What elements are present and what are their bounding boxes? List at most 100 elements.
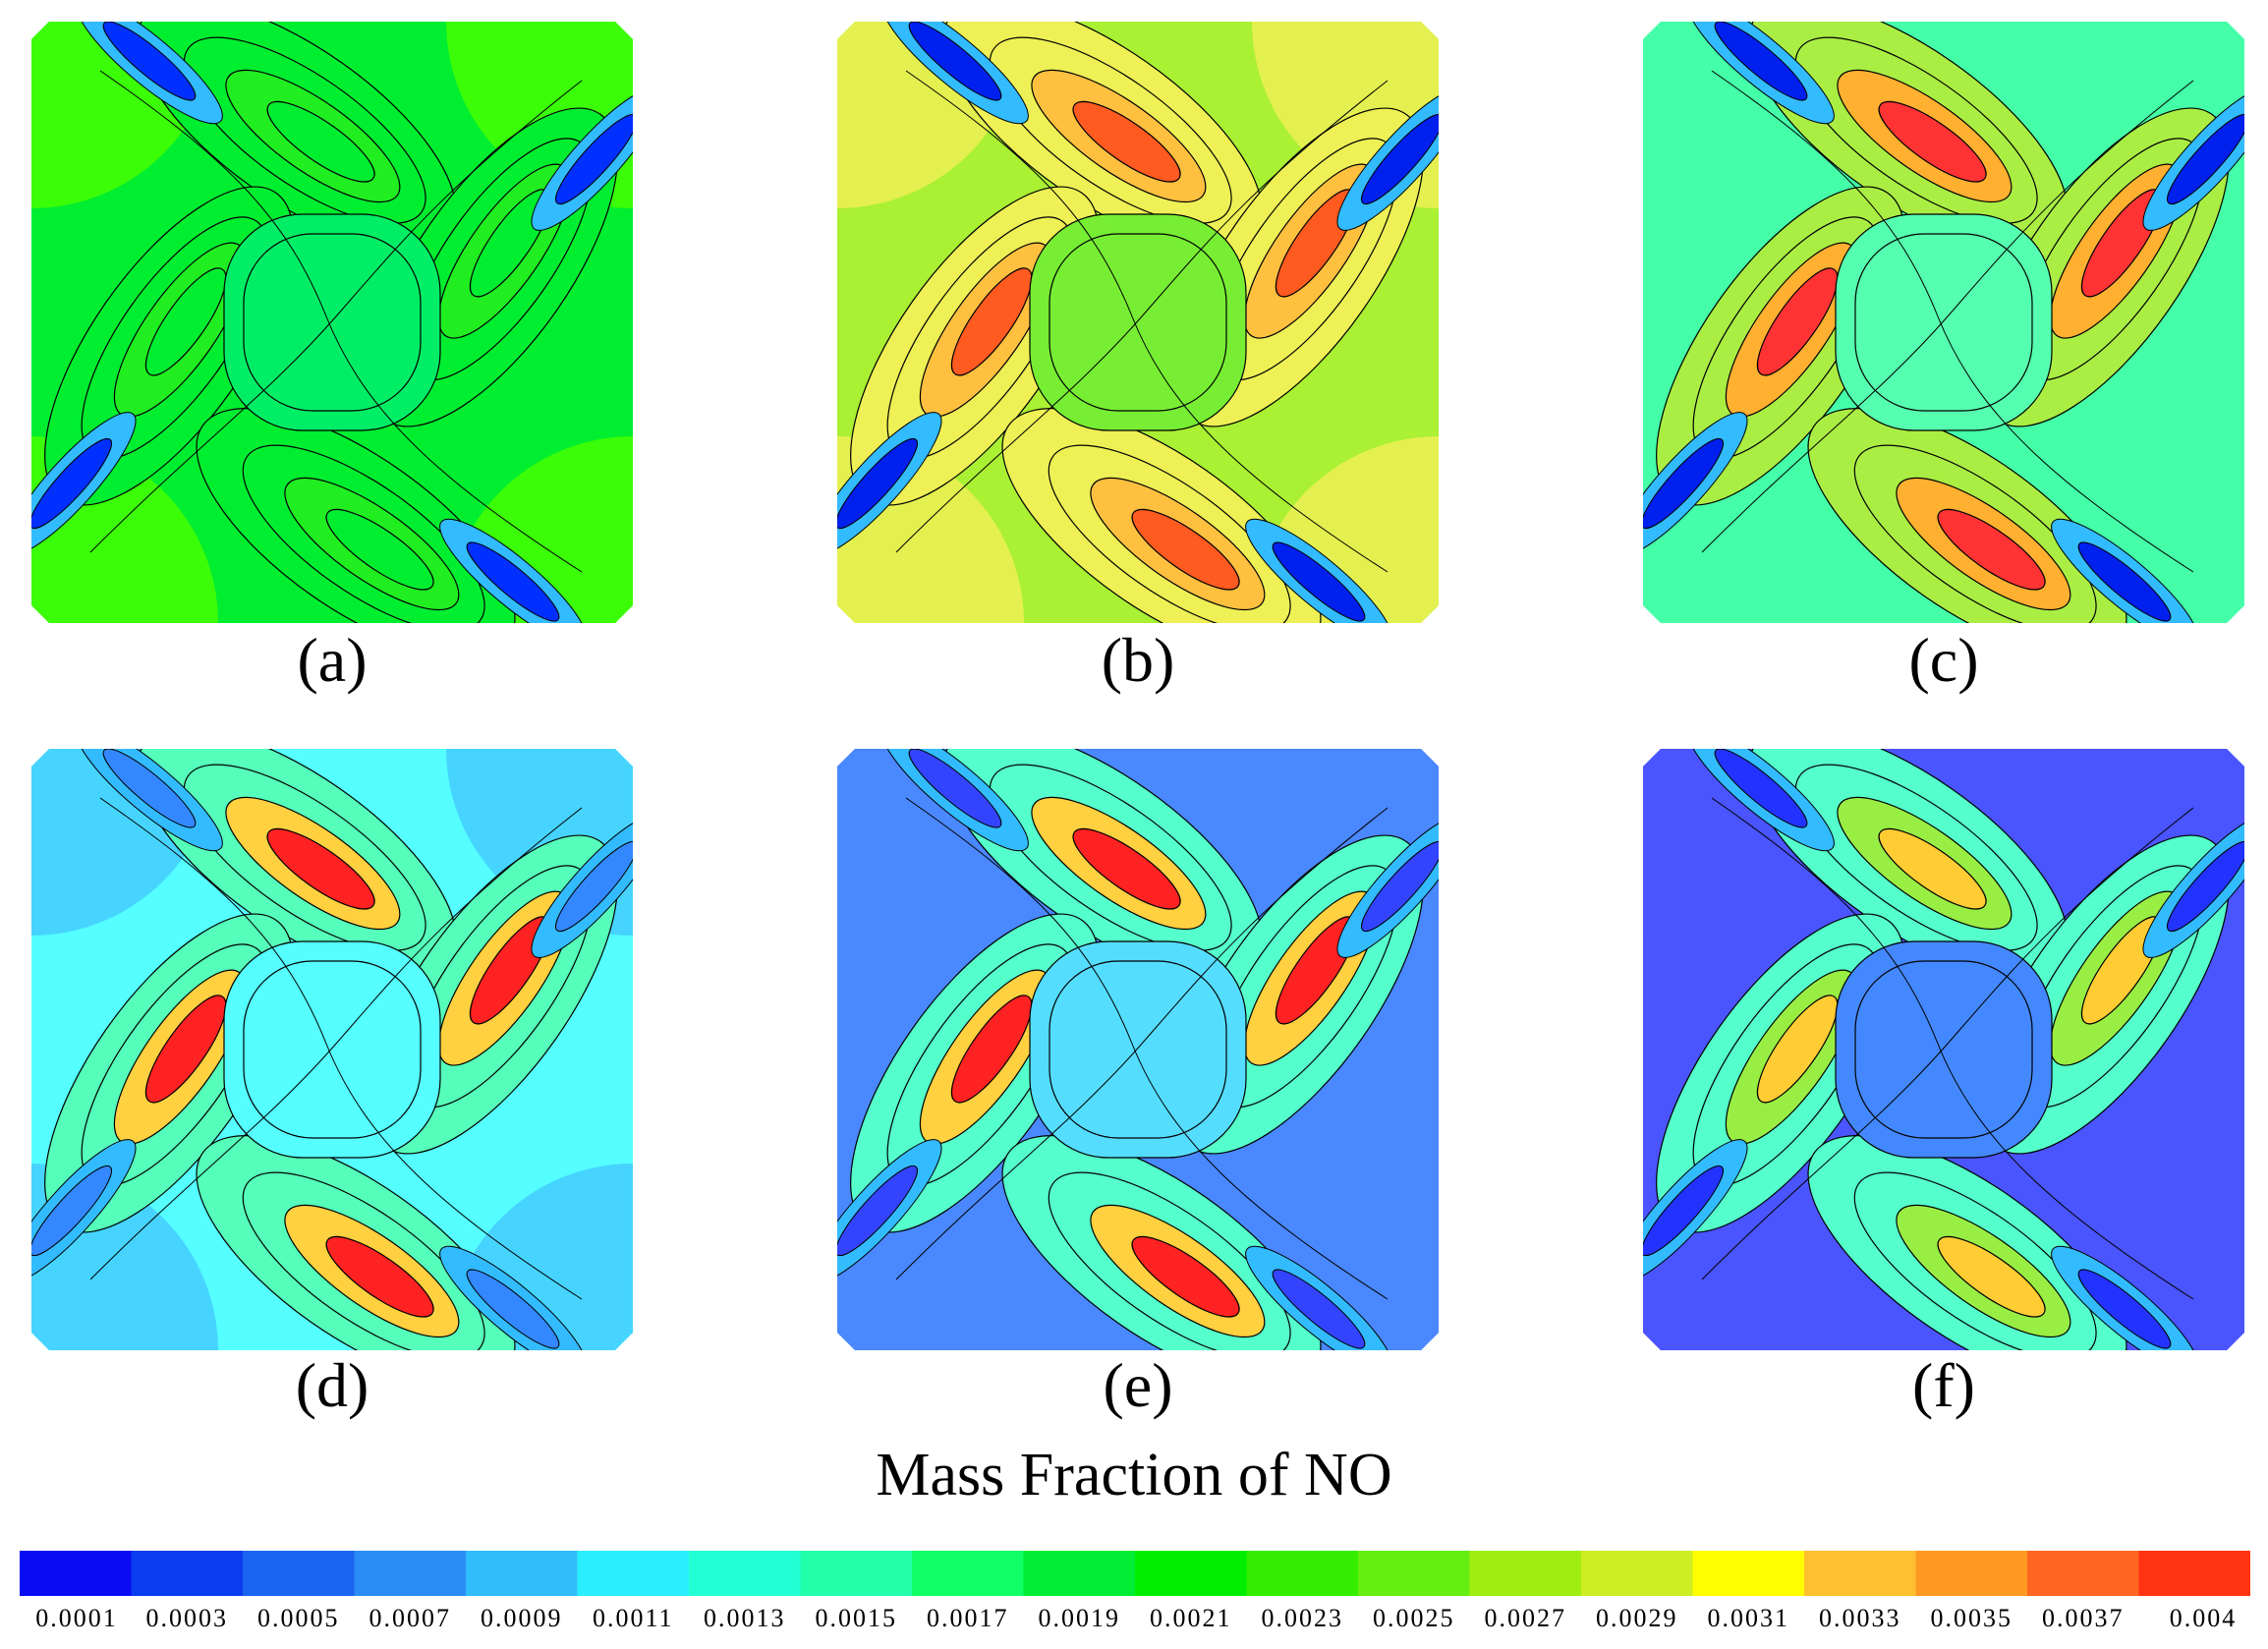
inlet-jet bbox=[439, 1245, 587, 1350]
corner-region bbox=[446, 1164, 633, 1350]
colorbar-tick-label: 0.0013 bbox=[704, 1604, 786, 1632]
inlet-jet bbox=[881, 22, 1029, 125]
colorbar-swatch bbox=[1358, 1551, 1470, 1596]
colorbar-tick-label: 0.0029 bbox=[1596, 1604, 1678, 1632]
inlet-jet bbox=[2051, 518, 2198, 623]
inlet-jet bbox=[2051, 1245, 2198, 1350]
contour-panel-c: (c) bbox=[1643, 22, 2244, 692]
colorbar-swatch bbox=[20, 1551, 132, 1596]
panel-label: (b) bbox=[1101, 625, 1175, 695]
colorbar-swatch bbox=[1692, 1551, 1805, 1596]
corner-region bbox=[31, 1164, 218, 1350]
contour-panel-d: (d) bbox=[31, 749, 633, 1417]
corner-region bbox=[1643, 1164, 1830, 1350]
contour-panel-a: (a) bbox=[31, 22, 633, 692]
colorbar-swatch bbox=[131, 1551, 244, 1596]
colorbar bbox=[20, 1551, 2250, 1596]
corner-region bbox=[1252, 1164, 1439, 1350]
inlet-jet bbox=[2142, 87, 2244, 231]
contour-plot bbox=[1643, 22, 2244, 623]
corner-region bbox=[837, 1164, 1024, 1350]
colorbar-tick-label: 0.0011 bbox=[592, 1604, 674, 1632]
colorbar-tick-label: 0.0003 bbox=[145, 1604, 228, 1632]
colorbar-tick-label: 0.0021 bbox=[1150, 1604, 1232, 1632]
inlet-jet bbox=[531, 87, 633, 231]
colorbar-tick-label: 0.0001 bbox=[35, 1604, 118, 1632]
corner-region bbox=[2058, 436, 2244, 623]
panel-label: (e) bbox=[1103, 1350, 1173, 1420]
contour-panel-b: (b) bbox=[837, 22, 1439, 692]
contour-plot bbox=[31, 749, 633, 1350]
diagonal-lobe bbox=[137, 22, 457, 250]
colorbar-tick-label: 0.0037 bbox=[2042, 1604, 2125, 1632]
colorbar-swatch bbox=[2138, 1551, 2250, 1596]
corner-region bbox=[1643, 436, 1830, 623]
contour-plot bbox=[31, 22, 633, 623]
inlet-jet bbox=[1687, 22, 1835, 125]
colorbar-tick-label: 0.0009 bbox=[481, 1604, 563, 1632]
colorbar-swatch bbox=[1915, 1551, 2028, 1596]
colorbar-tick-label: 0.0031 bbox=[1707, 1604, 1789, 1632]
inlet-jet bbox=[1245, 518, 1392, 623]
corner-region bbox=[837, 749, 1024, 936]
panel-label: (f) bbox=[1912, 1350, 1975, 1420]
colorbar-tick-label: 0.0033 bbox=[1819, 1604, 1901, 1632]
diagonal-lobe bbox=[1807, 408, 2127, 623]
colorbar-tick-label: 0.0005 bbox=[257, 1604, 340, 1632]
panel-label: (c) bbox=[1908, 625, 1979, 695]
colorbar-tick-label: 0.004 bbox=[2169, 1604, 2238, 1632]
corner-region bbox=[1643, 749, 1830, 936]
colorbar-swatch bbox=[1023, 1551, 1136, 1596]
diagonal-lobe bbox=[1001, 1135, 1322, 1350]
corner-region bbox=[2058, 1164, 2244, 1350]
diagonal-lobe bbox=[137, 749, 457, 977]
contour-plot bbox=[837, 22, 1439, 623]
inlet-jet bbox=[837, 1139, 942, 1282]
corner-region bbox=[837, 22, 1024, 208]
contour-plot bbox=[1643, 749, 2244, 1350]
inlet-jet bbox=[1643, 1139, 1748, 1282]
inlet-jet bbox=[531, 815, 633, 958]
colorbar-swatch bbox=[243, 1551, 355, 1596]
inlet-jet bbox=[31, 412, 137, 555]
inlet-jet bbox=[439, 518, 587, 623]
inlet-jet bbox=[31, 1139, 137, 1282]
inlet-jet bbox=[2142, 815, 2244, 958]
inlet-jet bbox=[76, 749, 223, 852]
inlet-jet bbox=[1687, 749, 1835, 852]
colorbar-swatch bbox=[1804, 1551, 1916, 1596]
inlet-jet bbox=[76, 22, 223, 125]
diagonal-lobe bbox=[942, 22, 1263, 250]
inlet-jet bbox=[1643, 412, 1748, 555]
colorbar-swatch bbox=[912, 1551, 1024, 1596]
corner-region bbox=[1643, 22, 1830, 208]
contour-panel-e: (e) bbox=[837, 749, 1439, 1417]
colorbar-swatch bbox=[800, 1551, 913, 1596]
colorbar-swatch bbox=[2027, 1551, 2139, 1596]
panel-label: (d) bbox=[295, 1350, 369, 1420]
colorbar-swatch bbox=[689, 1551, 801, 1596]
colorbar-tick-label: 0.0017 bbox=[927, 1604, 1009, 1632]
diagonal-lobe bbox=[1748, 749, 2069, 977]
colorbar-tick-label: 0.0015 bbox=[815, 1604, 897, 1632]
colorbar-swatch bbox=[1469, 1551, 1582, 1596]
corner-region bbox=[446, 436, 633, 623]
colorbar-tick-label: 0.0035 bbox=[1930, 1604, 2013, 1632]
diagonal-lobe bbox=[196, 408, 516, 623]
inlet-jet bbox=[1245, 1245, 1392, 1350]
colorbar-tick-label: 0.0007 bbox=[369, 1604, 451, 1632]
corner-region bbox=[31, 22, 218, 208]
panel-label: (a) bbox=[297, 625, 368, 695]
colorbar-swatch bbox=[1581, 1551, 1693, 1596]
colorbar-swatch bbox=[1135, 1551, 1247, 1596]
colorbar-swatch bbox=[354, 1551, 467, 1596]
diagonal-lobe bbox=[1807, 1135, 2127, 1350]
colorbar-swatch bbox=[1246, 1551, 1359, 1596]
inlet-jet bbox=[1336, 87, 1439, 231]
contour-plot bbox=[837, 749, 1439, 1350]
diagonal-lobe bbox=[1001, 408, 1322, 623]
colorbar-swatch bbox=[466, 1551, 578, 1596]
inlet-jet bbox=[837, 412, 942, 555]
diagonal-lobe bbox=[196, 1135, 516, 1350]
colorbar-tick-label: 0.0023 bbox=[1261, 1604, 1343, 1632]
